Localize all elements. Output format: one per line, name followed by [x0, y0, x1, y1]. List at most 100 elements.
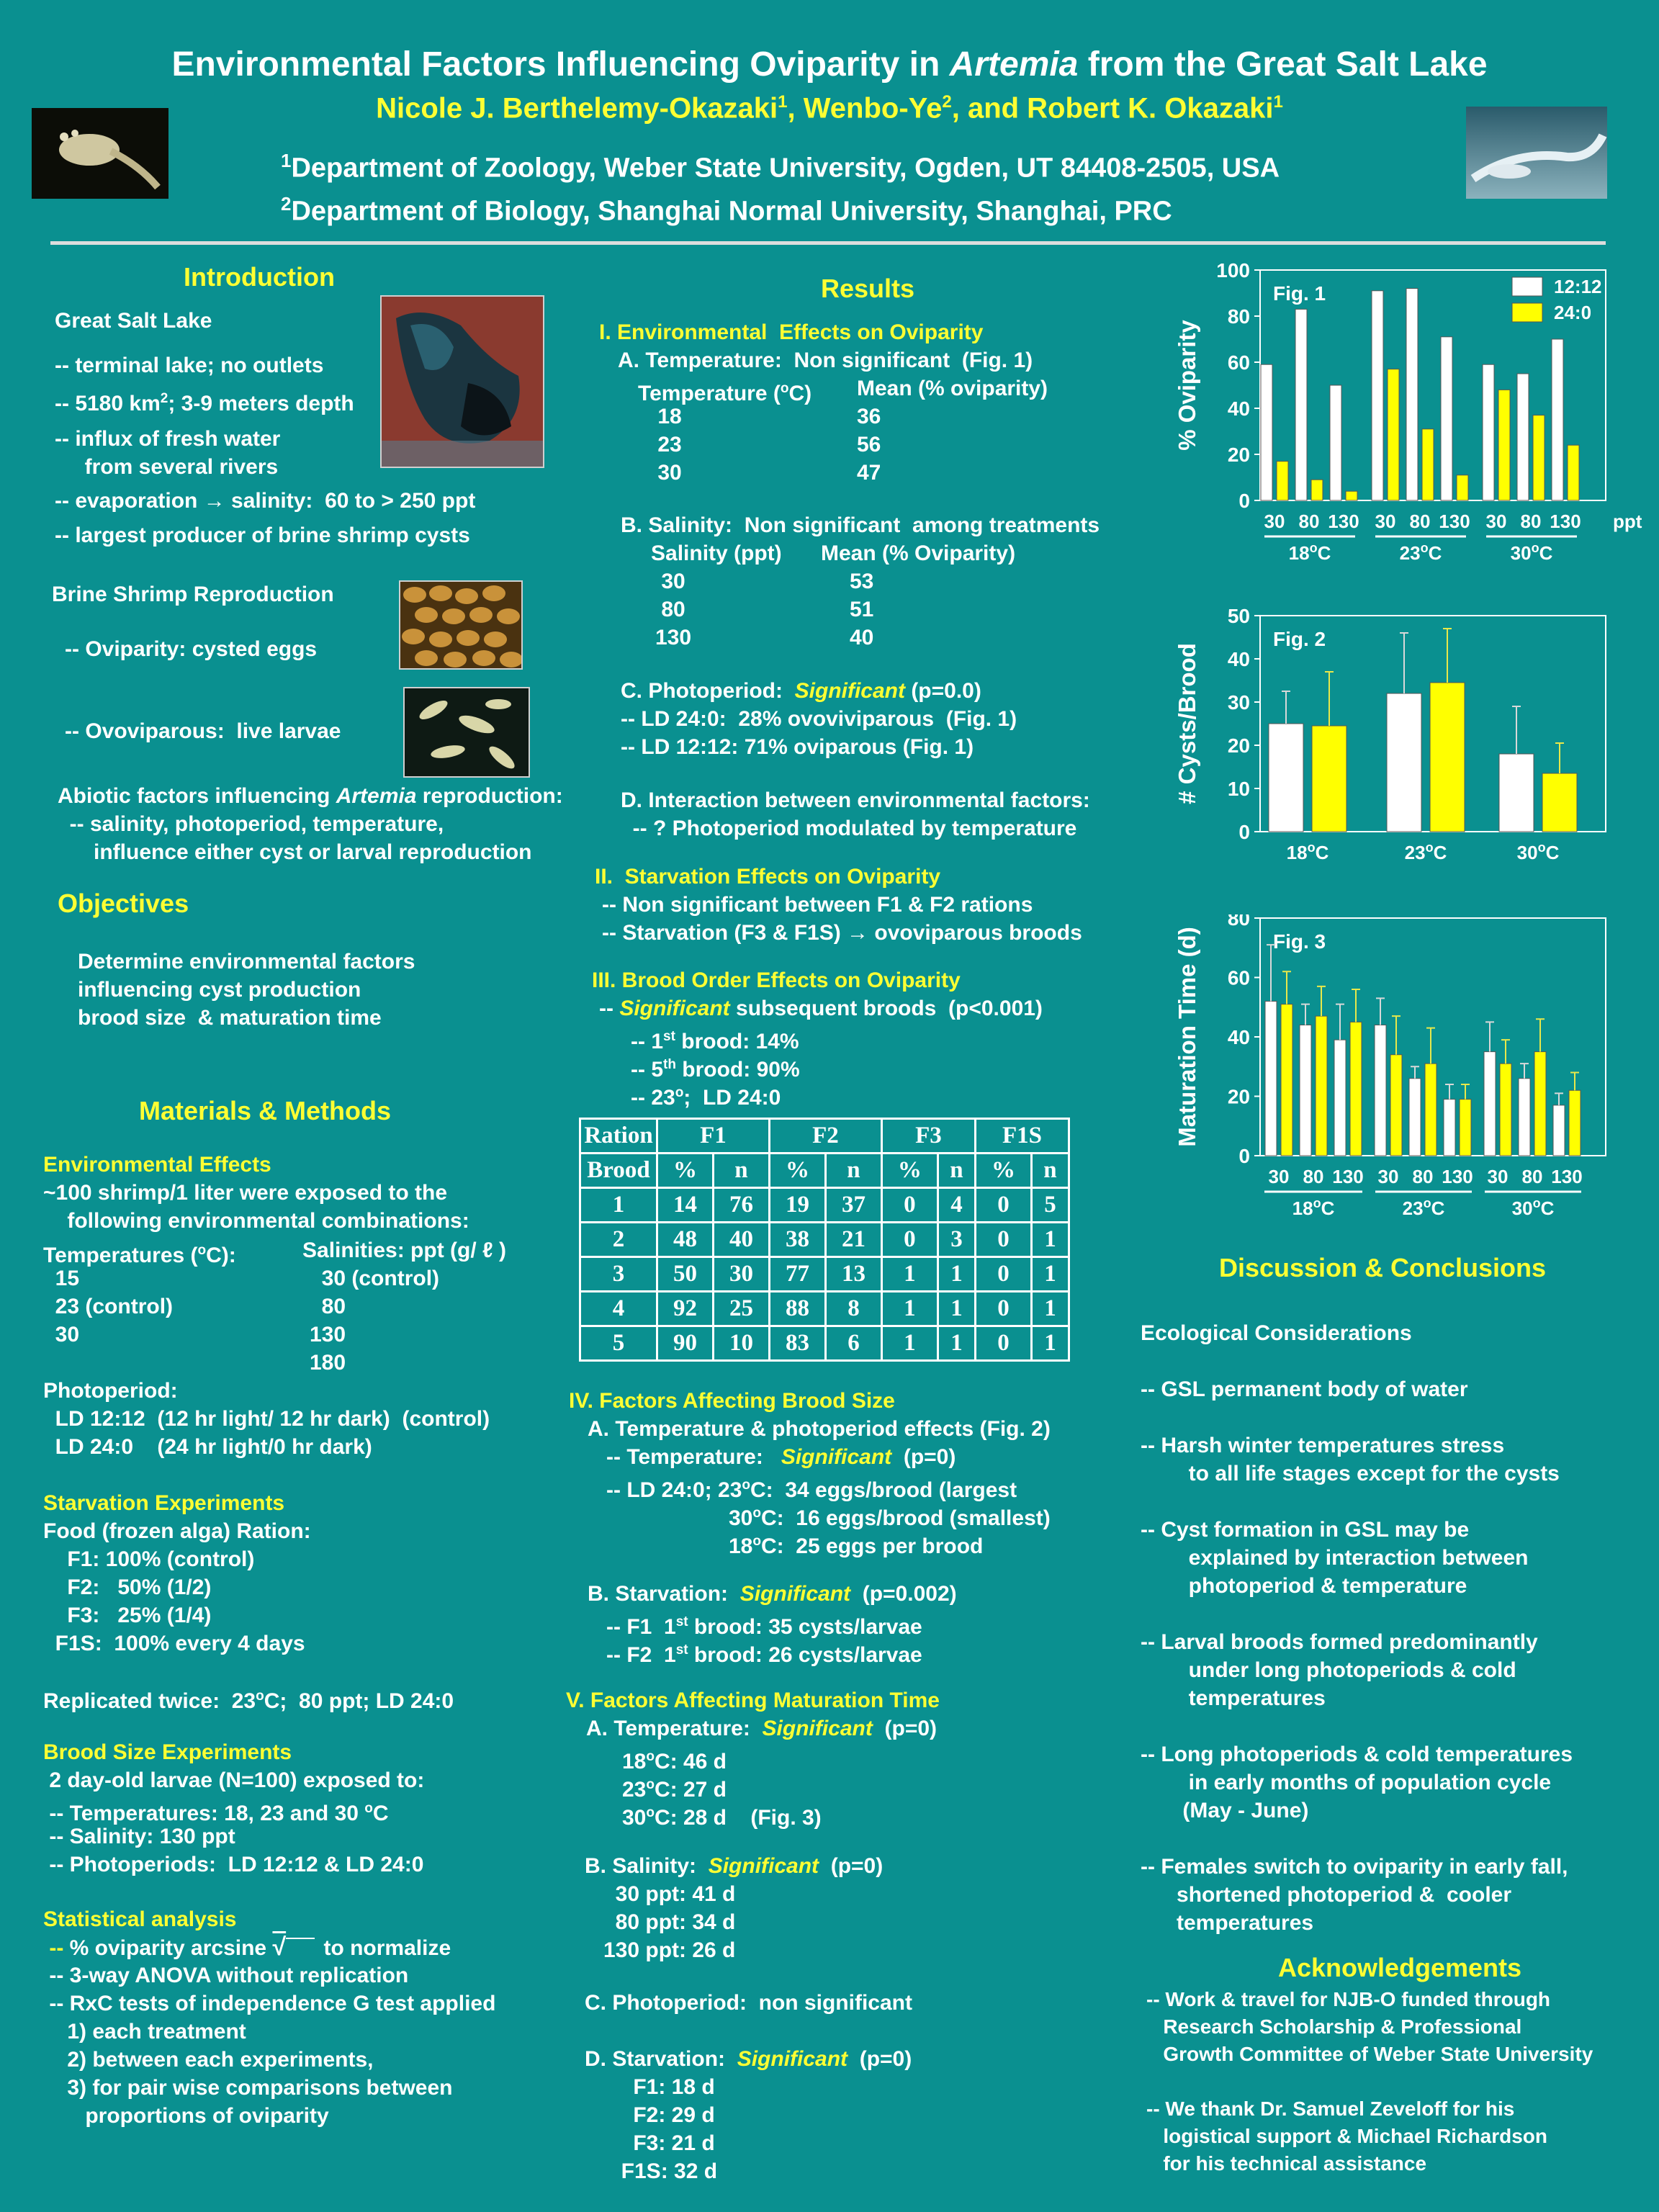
acknowledgements-heading: Acknowledgements — [1277, 1953, 1522, 1982]
mean-value: 36 — [857, 405, 881, 428]
bar — [1568, 1089, 1581, 1156]
result-2-heading: II. Starvation Effects on Oviparity — [595, 865, 941, 889]
artemia-photo-left — [32, 108, 168, 199]
bar — [1345, 490, 1358, 501]
result-3-condition: -- 23o; LD 24:0 — [631, 1085, 781, 1110]
table-header: F2 — [768, 1118, 883, 1154]
table-cell: 0 — [974, 1290, 1033, 1327]
table-cell: 5 — [1030, 1187, 1071, 1223]
intro-line-5: -- largest producer of brine shrimp cyst… — [55, 523, 470, 547]
y-axis-label: # Cysts/Brood — [1174, 643, 1200, 804]
fig1-oviparity-chart: 0 20 40 60 80 100 Fig. 1 % Oviparity 30 80 130 30 80… — [1174, 259, 1642, 564]
x-tick-label: 30 — [1264, 511, 1285, 532]
mean-value: 51 — [850, 598, 874, 621]
result-4a: A. Temperature & photoperiod effects (Fi… — [588, 1417, 1051, 1441]
acknowledgements-text: -- Work & travel for NJB-O funded throug… — [1146, 1988, 1593, 2175]
table-header: F3 — [880, 1118, 976, 1154]
bar — [1264, 1001, 1277, 1156]
salinities-heading: Salinities: ppt (g/ ℓ ) — [302, 1238, 506, 1262]
result-5a-line-3: 30oC: 28 d (Fig. 3) — [622, 1805, 822, 1830]
y-tick-label: 40 — [1228, 1026, 1250, 1048]
table-cell: 19 — [768, 1187, 827, 1223]
table-cell: 6 — [824, 1325, 883, 1362]
result-4a-temp: -- Temperature: Significant (p=0) — [606, 1445, 956, 1469]
table-row: 4 92 25 88 8 1 1 0 1 — [579, 1290, 1071, 1327]
bar — [1459, 1099, 1472, 1156]
bar — [1440, 336, 1453, 501]
replicated-line: Replicated twice: 23oC; 80 ppt; LD 24:0 — [43, 1689, 454, 1713]
table-subheader: % — [974, 1152, 1033, 1189]
ovoviparous-line: -- Ovoviparous: live larvae — [65, 719, 341, 743]
x-tick-label: 130 — [1551, 1166, 1582, 1187]
starvation-text: Food (frozen alga) Ration: F1: 100% (con… — [43, 1519, 311, 1655]
intro-line-1: -- terminal lake; no outlets — [55, 354, 324, 377]
bar — [1567, 444, 1580, 501]
table-subheader: Brood — [579, 1152, 658, 1189]
bar — [1542, 773, 1578, 832]
figure-label: Fig. 1 — [1273, 282, 1326, 305]
table-cell: 0 — [880, 1187, 939, 1223]
table-cell: 37 — [824, 1187, 883, 1223]
y-tick-label: 20 — [1228, 734, 1250, 757]
y-tick-label: 60 — [1228, 967, 1250, 989]
result-5a: A. Temperature: Significant (p=0) — [586, 1717, 938, 1740]
result-1-heading: I. Environmental Effects on Oviparity — [599, 320, 984, 344]
table-cell: 38 — [768, 1221, 827, 1258]
table-cell: 14 — [656, 1187, 714, 1223]
sal-value: 30 — [661, 570, 685, 593]
brood-size-text-1: 2 day-old larvae (N=100) exposed to: -- … — [49, 1768, 425, 1825]
brood-size-text-2: -- Salinity: 130 ppt -- Photoperiods: LD… — [49, 1825, 424, 1876]
temperatures-heading: Temperatures (oC): — [43, 1243, 236, 1267]
intro-line-2: -- 5180 km2; 3-9 meters depth — [55, 391, 354, 415]
abiotic-list: -- salinity, photoperiod, temperature, i… — [69, 812, 532, 864]
result-1b: B. Salinity: Non significant among treat… — [621, 513, 1100, 537]
table-header: F1S — [974, 1118, 1071, 1154]
bar — [1276, 461, 1289, 501]
table-cell: 25 — [711, 1290, 770, 1327]
table-cell: 21 — [824, 1221, 883, 1258]
bar — [1371, 290, 1384, 501]
table-cell: 90 — [656, 1325, 714, 1362]
table-cell: 77 — [768, 1256, 827, 1292]
group-label: 23oC — [1403, 1196, 1445, 1219]
brood-size-heading: Brood Size Experiments — [43, 1740, 292, 1764]
y-tick-label: 10 — [1228, 778, 1250, 800]
sal-value: 80 — [661, 598, 685, 621]
stats-list: -- 3-way ANOVA without replication -- Rx… — [49, 1964, 496, 2128]
bar — [1456, 475, 1469, 501]
table-cell: 4 — [579, 1290, 658, 1327]
bar — [1334, 1039, 1346, 1156]
result-1c: C. Photoperiod: Significant (p=0.0) — [621, 679, 981, 703]
x-unit-label: ppt — [1613, 511, 1642, 532]
table-cell: 88 — [768, 1290, 827, 1327]
fig3-maturation-chart: 0 20 40 60 80 Fig. 3 Maturation Time (d) 30 80 13… — [1174, 914, 1606, 1219]
table-cell: 83 — [768, 1325, 827, 1362]
objectives-text: Determine environmental factors influenc… — [78, 950, 415, 1030]
x-tick-label: 30 — [1269, 1166, 1290, 1187]
bar — [1498, 753, 1534, 832]
bar — [1518, 1078, 1531, 1156]
affiliation-1: 1Department of Zoology, Weber State Univ… — [281, 150, 1280, 184]
result-3-brood5: -- 5th brood: 90% — [631, 1057, 800, 1082]
table-cell: 13 — [824, 1256, 883, 1292]
table-cell: 0 — [974, 1221, 1033, 1258]
discussion-text: Ecological Considerations -- GSL permane… — [1141, 1321, 1573, 1935]
table-cell: 40 — [711, 1221, 770, 1258]
bar — [1408, 1078, 1421, 1156]
header-rule — [50, 241, 1606, 245]
legend-label: 12:12 — [1554, 276, 1602, 297]
table-cell: 1 — [880, 1325, 939, 1362]
table-cell: 0 — [974, 1256, 1033, 1292]
sal-table-mean-header: Mean (% Oviparity) — [821, 541, 1016, 565]
result-4a-line-3: 18oC: 25 eggs per brood — [729, 1534, 984, 1558]
result-4-heading: IV. Factors Affecting Brood Size — [569, 1389, 895, 1413]
table-cell: 0 — [880, 1221, 939, 1258]
table-cell: 30 — [711, 1256, 770, 1292]
oviparity-line: -- Oviparity: cysted eggs — [65, 637, 318, 661]
bar — [1483, 1051, 1496, 1156]
result-1c-list: -- LD 24:0: 28% ovoviviparous (Fig. 1) -… — [621, 707, 1017, 759]
cyst-eggs-photo — [399, 580, 523, 670]
group-label: 18oC — [1287, 840, 1329, 863]
y-axis-label: Maturation Time (d) — [1174, 927, 1200, 1147]
bar — [1295, 308, 1308, 501]
